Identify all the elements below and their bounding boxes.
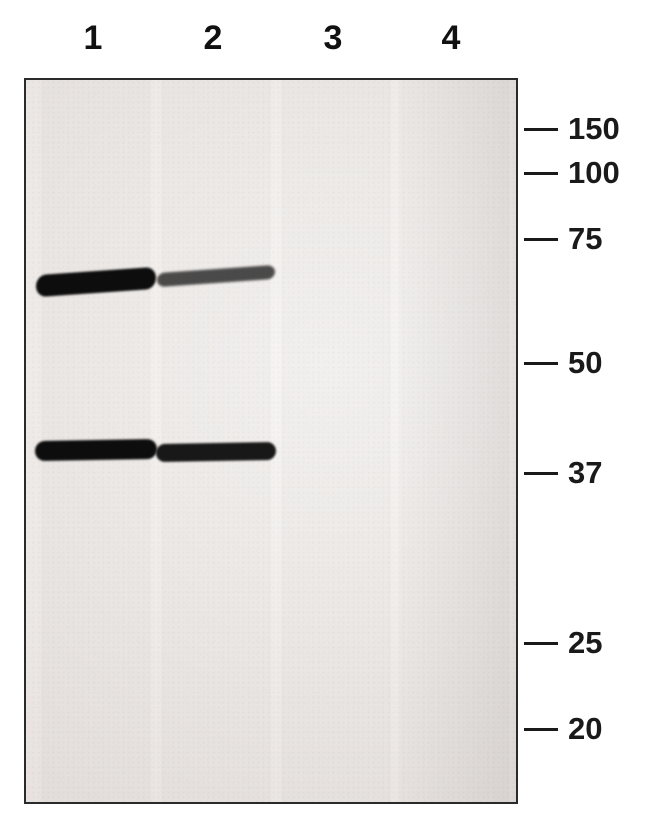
mw-tick-150 [524,128,558,131]
mw-label-150: 150 [568,111,620,147]
mw-label-100: 100 [568,155,620,191]
mw-label-20: 20 [568,711,602,747]
band-lane1-3 [35,439,157,461]
mw-label-25: 25 [568,625,602,661]
mw-label-75: 75 [568,221,602,257]
band-lane2-4 [156,442,276,462]
lane-label-1: 1 [84,19,103,58]
mw-tick-37 [524,472,558,475]
mw-tick-50 [524,362,558,365]
mw-tick-75 [524,238,558,241]
mw-label-37: 37 [568,455,602,491]
mw-label-50: 50 [568,345,602,381]
lane-label-2: 2 [204,19,223,58]
lane-region-3 [281,80,391,802]
lane-region-2 [161,80,271,802]
mw-tick-20 [524,728,558,731]
mw-tick-25 [524,642,558,645]
blot-membrane [24,78,518,804]
lane-region-4 [399,80,509,802]
western-blot-figure: 1 2 3 4 150 100 75 50 37 25 20 [0,0,650,833]
lane-label-4: 4 [442,19,461,58]
mw-tick-100 [524,172,558,175]
lane-label-3: 3 [324,19,343,58]
